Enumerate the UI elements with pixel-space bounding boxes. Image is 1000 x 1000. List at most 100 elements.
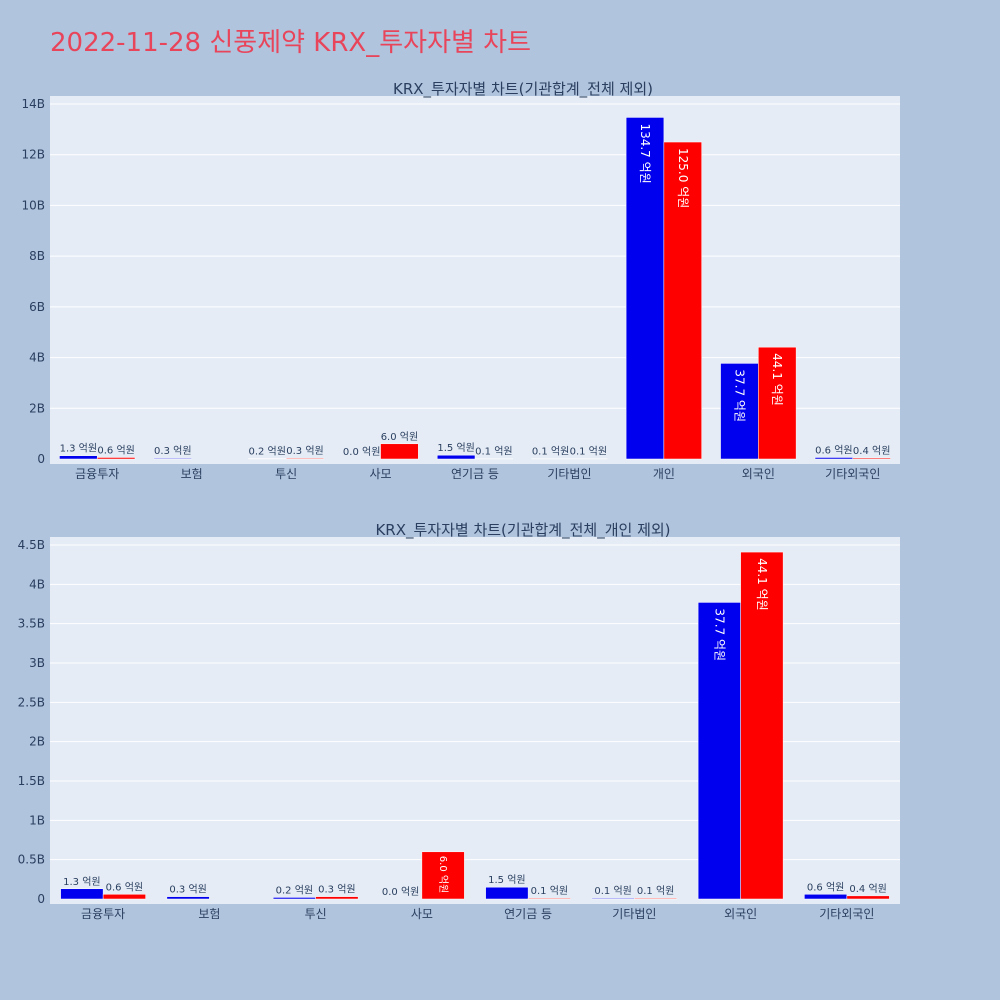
- x-tick-label: 개인: [653, 467, 675, 481]
- x-tick-label: 보험: [181, 467, 203, 481]
- x-tick-label: 사모: [411, 907, 433, 921]
- y-tick-label: 6B: [29, 300, 45, 314]
- x-tick-label: 금융투자: [75, 467, 119, 481]
- y-tick-label: 0.5B: [18, 853, 45, 867]
- bar: [153, 457, 192, 460]
- x-tick-label: 보험: [198, 907, 220, 921]
- y-tick-label: 0: [37, 452, 45, 466]
- bar: [804, 894, 848, 900]
- bar: [758, 346, 797, 460]
- data-label: 0.1 억원: [531, 885, 568, 897]
- bar: [625, 117, 665, 460]
- bar: [60, 888, 104, 900]
- y-tick-label: 2B: [29, 401, 45, 415]
- y-tick-label: 1B: [29, 813, 45, 827]
- bar: [591, 897, 635, 900]
- bar: [285, 457, 325, 460]
- chart-panel-2: KRX_투자자별 차트(기관합계_전체_개인 제외) 0 0.5B 1B 1.5B 2B 2…: [18, 521, 900, 921]
- y-tick-label: 0: [37, 892, 45, 906]
- bar: [720, 363, 759, 460]
- x-tick-label: 기타외국인: [825, 467, 880, 481]
- y-tick-label: 3B: [29, 656, 45, 670]
- data-label: 125.0 억원: [676, 148, 690, 208]
- data-label: 0.4 억원: [849, 883, 886, 895]
- bar: [527, 897, 571, 900]
- data-label: 0.1 억원: [570, 446, 607, 458]
- data-label: 0.6 억원: [815, 444, 852, 456]
- data-label: 0.3 억원: [318, 884, 355, 896]
- bar: [436, 454, 476, 460]
- y-tick-label: 4.5B: [18, 538, 45, 552]
- data-label: 0.1 억원: [594, 885, 631, 897]
- bar: [846, 895, 890, 900]
- chart-title: KRX_투자자별 차트(기관합계_전체_개인 제외): [375, 521, 670, 540]
- y-tick-label: 2.5B: [18, 695, 45, 709]
- y-tick-label: 12B: [21, 148, 45, 162]
- x-tick-label: 연기금 등: [504, 907, 552, 921]
- data-label: 0.2 억원: [276, 884, 313, 896]
- page-title: 2022-11-28 신풍제약 KRX_투자자별 차트: [50, 28, 532, 58]
- y-tick-label: 1.5B: [18, 774, 45, 788]
- data-label: 0.2 억원: [248, 445, 285, 457]
- data-label: 1.3 억원: [60, 443, 97, 455]
- bar: [102, 894, 146, 900]
- bar: [852, 457, 891, 460]
- chart-title: KRX_투자자별 차트(기관합계_전체 제외): [393, 80, 653, 99]
- bar: [96, 457, 136, 460]
- bar: [663, 141, 702, 460]
- data-label: 37.7 억원: [732, 369, 746, 422]
- x-tick-label: 투신: [305, 907, 327, 921]
- bar: [740, 551, 784, 900]
- data-label: 1.5 억원: [437, 442, 474, 454]
- x-tick-label: 기타외국인: [819, 907, 874, 921]
- data-label: 0.1 억원: [637, 885, 674, 897]
- data-label: 44.1 억원: [770, 353, 784, 406]
- data-label: 134.7 억원: [638, 123, 652, 183]
- y-tick-label: 4B: [29, 351, 45, 365]
- data-label: 0.4 억원: [853, 445, 890, 457]
- data-label: 0.6 억원: [106, 881, 143, 893]
- x-tick-label: 외국인: [724, 907, 757, 921]
- bar: [380, 443, 419, 460]
- y-tick-label: 14B: [21, 97, 45, 111]
- data-label: 1.3 억원: [63, 876, 100, 888]
- bar: [485, 886, 529, 900]
- x-tick-label: 외국인: [742, 467, 775, 481]
- bar: [814, 457, 854, 460]
- data-label: 0.3 억원: [286, 445, 323, 457]
- x-tick-label: 투신: [275, 467, 297, 481]
- chart-panel-1: KRX_투자자별 차트(기관합계_전체 제외) 0 2B 4B 6B 8B 10B 12B 14…: [21, 80, 900, 481]
- bar: [59, 455, 98, 460]
- data-label: 0.0 억원: [382, 886, 419, 898]
- data-label: 0.3 억원: [169, 884, 206, 896]
- bar: [315, 896, 359, 900]
- x-tick-label: 사모: [370, 467, 392, 481]
- data-label: 6.0 억원: [437, 856, 449, 893]
- y-tick-label: 3.5B: [18, 617, 45, 631]
- bar: [272, 897, 316, 900]
- data-label: 0.1 억원: [475, 446, 512, 458]
- x-tick-label: 금융투자: [81, 907, 125, 921]
- x-tick-label: 기타법인: [612, 907, 656, 921]
- data-label: 0.1 억원: [532, 446, 569, 458]
- data-label: 1.5 억원: [488, 874, 525, 886]
- data-label: 44.1 억원: [755, 558, 769, 611]
- bar: [421, 851, 465, 900]
- bar: [248, 458, 287, 460]
- data-label: 0.6 억원: [97, 444, 134, 456]
- data-label: 0.6 억원: [807, 881, 844, 893]
- bar: [166, 896, 210, 900]
- data-label: 37.7 억원: [712, 608, 726, 661]
- data-label: 6.0 억원: [381, 431, 418, 443]
- x-tick-label: 연기금 등: [451, 467, 499, 481]
- y-tick-label: 4B: [29, 577, 45, 591]
- y-tick-label: 10B: [21, 198, 45, 212]
- bar: [697, 602, 741, 900]
- data-label: 0.0 억원: [343, 446, 380, 458]
- bar: [634, 897, 678, 900]
- y-tick-label: 8B: [29, 249, 45, 263]
- y-tick-label: 2B: [29, 735, 45, 749]
- x-tick-label: 기타법인: [547, 467, 591, 481]
- data-label: 0.3 억원: [154, 445, 191, 457]
